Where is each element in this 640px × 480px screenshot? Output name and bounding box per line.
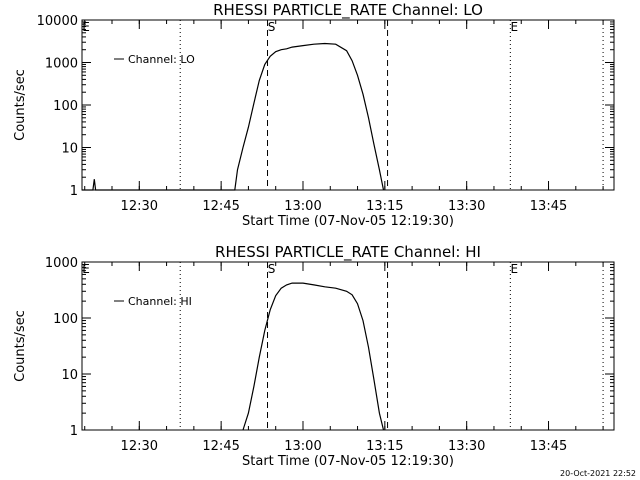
panel1-y-tick-label: 10000: [37, 14, 78, 29]
timestamp-footer: 20-Oct-2021 22:52: [560, 469, 636, 478]
panel1-y-tick-label: 100: [53, 99, 78, 114]
panel2-y-tick-label: 10: [61, 368, 78, 383]
panel1-series-line: [82, 42, 385, 191]
panel2-plot-frame: [81, 261, 615, 431]
panel2-x-tick-label: 13:30: [448, 439, 485, 454]
panel2-x-tick-label: 12:30: [121, 439, 158, 454]
panel2-y-tick-label: 1000: [45, 256, 78, 271]
panel1-x-tick-label: 13:45: [530, 199, 567, 214]
panel2-legend-label: Channel: HI: [128, 295, 192, 308]
panel2-series-line: [242, 282, 385, 431]
panel1-x-tick-label: 13:00: [284, 199, 321, 214]
panel1-y-tick-label: 1: [70, 184, 78, 199]
panel1-x-tick-label: 13:30: [448, 199, 485, 214]
panel2-x-axis-label: Start Time (07-Nov-05 12:19:30): [242, 454, 454, 469]
panel1-marker-label: E: [82, 20, 90, 34]
panel1-chart-title: RHESSI PARTICLE_RATE Channel: LO: [213, 1, 483, 20]
panel2-marker-label: E: [511, 262, 519, 276]
panel2-x-tick-label: 13:45: [530, 439, 567, 454]
panel1-x-tick-label: 12:45: [202, 199, 239, 214]
panel2-x-tick-label: 13:00: [284, 439, 321, 454]
panel2-chart-title: RHESSI PARTICLE_RATE Channel: HI: [215, 243, 481, 262]
panel1-marker-label: S: [268, 20, 276, 34]
panel1-y-axis-label: Counts/sec: [13, 69, 28, 141]
panel1-x-tick-label: 12:30: [121, 199, 158, 214]
panel2-x-tick-label: 13:15: [366, 439, 403, 454]
panel1-plot-frame: [81, 19, 615, 191]
panel1-y-tick-label: 10: [61, 142, 78, 157]
panel2-y-tick-label: 100: [53, 312, 78, 327]
panel2-marker-label: E: [82, 262, 90, 276]
panel2-y-tick-label: 1: [70, 424, 78, 439]
panel1-x-tick-label: 13:15: [366, 199, 403, 214]
panel1-marker-label: E: [511, 20, 519, 34]
panel1-legend-label: Channel: LO: [128, 53, 195, 66]
panel2-y-axis-label: Counts/sec: [13, 310, 28, 382]
panel2-x-tick-label: 12:45: [202, 439, 239, 454]
panel1-x-axis-label: Start Time (07-Nov-05 12:19:30): [242, 214, 454, 229]
panel1-y-tick-label: 1000: [45, 57, 78, 72]
panel2-marker-label: S: [268, 262, 276, 276]
